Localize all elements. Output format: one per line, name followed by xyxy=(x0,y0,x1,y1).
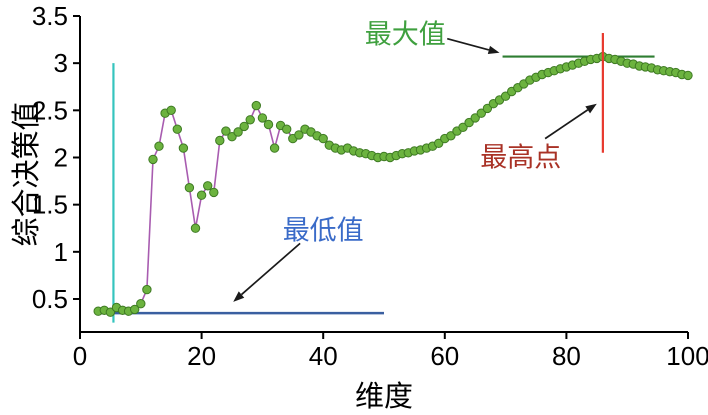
data-point xyxy=(148,154,158,165)
x-tick-label: 100 xyxy=(666,341,708,371)
data-point xyxy=(434,138,444,149)
data-point xyxy=(227,132,237,142)
x-tick-label: 0 xyxy=(73,341,87,371)
data-point xyxy=(105,307,116,317)
y-tick-label: 3 xyxy=(54,48,68,78)
y-tick-label: 3.5 xyxy=(32,1,68,31)
y-tick-label: 2 xyxy=(54,142,68,172)
data-point xyxy=(251,100,261,111)
max-arrow-shaft xyxy=(447,37,490,51)
y-tick-label: 1.5 xyxy=(32,190,68,220)
data-point xyxy=(178,143,189,153)
data-point xyxy=(500,91,511,101)
data-point xyxy=(209,187,219,198)
data-point xyxy=(190,223,201,233)
data-point xyxy=(130,304,140,315)
peak-arrow-head xyxy=(585,103,597,114)
data-point xyxy=(294,130,304,140)
data-point xyxy=(245,115,255,125)
data-point xyxy=(136,299,146,309)
axes xyxy=(79,16,688,333)
max-arrow-head xyxy=(487,45,500,54)
data-point xyxy=(142,284,152,295)
data-point xyxy=(221,126,231,136)
min-value-label: 最低值 xyxy=(282,215,364,246)
data-point xyxy=(464,117,474,128)
x-tick-label: 40 xyxy=(309,341,338,371)
data-point xyxy=(154,141,164,151)
data-point xyxy=(683,70,693,81)
x-axis-label: 维度 xyxy=(354,381,414,413)
data-point xyxy=(318,133,328,144)
data-point xyxy=(446,131,456,141)
data-point xyxy=(203,181,213,191)
data-point xyxy=(172,124,183,134)
data-point xyxy=(233,127,243,137)
peak-arrow-shaft xyxy=(544,109,589,140)
data-point xyxy=(215,135,225,146)
data-point xyxy=(282,124,292,134)
data-point xyxy=(196,190,207,200)
y-axis-label: 综合决策值 xyxy=(11,101,43,247)
data-point xyxy=(184,183,195,193)
y-tick-label: 2.5 xyxy=(32,95,68,125)
data-point xyxy=(166,105,176,116)
data-point xyxy=(476,108,486,118)
data-point xyxy=(269,143,280,153)
highest-point-label: 最高点 xyxy=(480,142,562,173)
data-point xyxy=(257,113,268,123)
x-tick-label: 20 xyxy=(187,341,216,371)
x-tick-label: 60 xyxy=(430,341,459,371)
min-arrow-shaft xyxy=(240,242,301,296)
min-arrow-head xyxy=(233,291,245,302)
data-point xyxy=(470,113,480,123)
data-point xyxy=(458,122,468,133)
max-value-label: 最大值 xyxy=(364,19,446,50)
y-tick-label: 0.5 xyxy=(32,284,68,314)
y-tick-label: 1 xyxy=(54,237,68,267)
x-tick-label: 80 xyxy=(552,341,581,371)
data-point xyxy=(239,121,249,132)
data-point xyxy=(263,119,274,130)
